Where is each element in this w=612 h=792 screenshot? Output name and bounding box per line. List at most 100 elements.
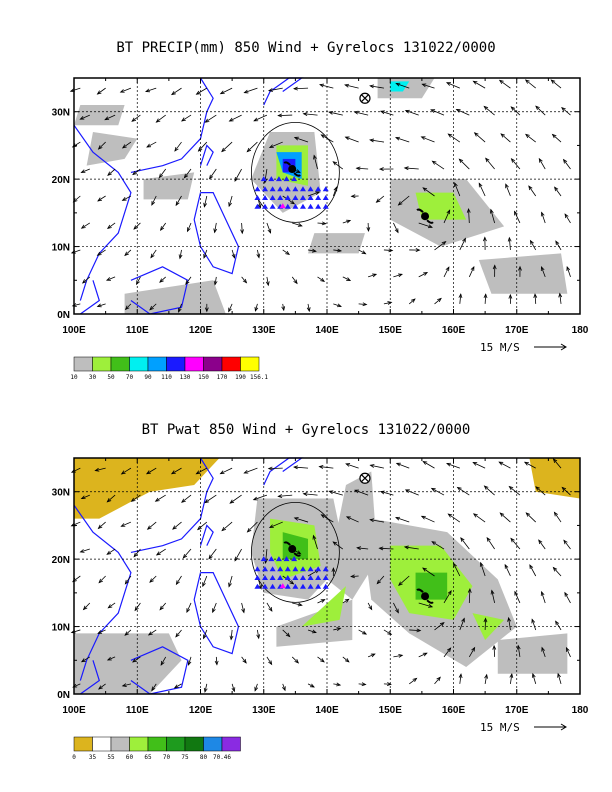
wind-arrowhead [289,580,295,585]
wind-vector [555,620,562,631]
wind-arrowhead [267,88,273,92]
lat-label: 0N [57,690,70,701]
wind-arrowhead [483,617,488,623]
wind-arrowhead [345,516,351,520]
wind-vector [383,249,393,251]
lon-label: 170E [505,325,529,336]
gyreloc-marker [262,566,269,572]
wind-arrowhead [320,599,326,603]
lon-label: 180 [572,705,589,716]
wind-vector [291,276,298,284]
wind-arrowhead [454,182,458,188]
wind-arrowhead [388,248,394,253]
wind-arrowhead [107,604,113,609]
wind-vector [345,136,359,143]
wind-vector [221,521,233,531]
wind-arrowhead [558,292,563,298]
lat-label: 20N [52,555,70,566]
wind-arrowhead [540,211,545,217]
wind-arrowhead [492,264,497,270]
wind-arrowhead [302,112,308,117]
wind-arrowhead [478,182,483,188]
wind-arrowhead [555,620,560,626]
wind-arrowhead [378,167,384,172]
wind-arrowhead [315,191,321,196]
wind-vector [499,512,511,523]
wind-vector [133,548,141,557]
wind-vector [266,656,273,665]
wind-vector [80,114,90,120]
wind-vector [294,137,309,143]
wind-arrowhead [170,470,176,475]
wind-arrowhead [120,470,126,475]
wind-vector [534,294,537,304]
wind-vector [268,87,283,92]
pwat-area-4 [327,471,378,600]
colorbar-swatch [147,736,167,752]
wind-arrowhead [344,136,350,141]
lon-label: 100E [62,325,86,336]
gyre-ring [250,121,340,223]
gyreloc-marker [254,583,261,589]
wind-arrowhead [472,80,478,85]
wind-vector [176,575,182,585]
wind-arrowhead [246,147,252,153]
wind-arrowhead [430,487,436,492]
lat-label: 30N [52,108,70,119]
wind-arrowhead [437,297,442,303]
wind-arrowhead [212,608,216,614]
pwat-area-core-2 [415,572,448,600]
wind-vector [356,167,369,170]
gyreloc-marker [322,583,329,589]
wind-vector [473,80,486,89]
wind-vector [508,617,511,631]
wind-arrowhead [96,90,102,95]
wind-arrowhead [395,462,401,467]
wind-arrowhead [404,109,410,114]
wind-arrowhead [80,658,86,663]
wind-vector [209,168,217,179]
circled-x-stroke [361,474,369,483]
wind-vector [319,466,334,469]
wind-arrowhead [518,265,522,271]
lon-label: 100E [62,705,86,716]
wind-vector [196,87,208,95]
wind-arrowhead [258,584,263,590]
wind-arrowhead [94,467,100,472]
wind-arrowhead [529,239,534,245]
gyreloc-marker-current [279,583,286,589]
wind-vector [107,222,116,229]
wind-arrowhead [483,293,488,299]
wind-vector [174,683,182,689]
wind-vector [229,494,242,504]
wind-vector [499,80,511,89]
coastline-2 [199,144,214,166]
lon-label: 110E [126,325,149,336]
pwat-area-dry-2 [529,458,580,499]
wind-vector [133,222,141,230]
wind-arrowhead [455,108,461,113]
wind-vector [81,494,90,500]
coastline-0 [73,124,132,301]
wind-vector [121,521,132,527]
wind-arrowhead [256,253,261,259]
wind-arrowhead [181,498,186,503]
wind-vector [370,85,384,89]
wind-arrowhead [253,117,259,122]
colorbar-swatch [240,356,260,372]
wind-vector [541,212,546,224]
wind-vector [380,110,394,116]
wind-arrowhead [500,133,506,138]
wind-vector [566,266,571,278]
wind-vector [421,136,435,143]
wind-arrowhead [563,539,568,545]
wind-vector [525,79,536,89]
wind-arrowhead [415,248,421,252]
wind-arrowhead [531,618,536,624]
wind-vector [422,567,435,577]
wind-vector [131,114,141,122]
wind-vector [98,521,106,529]
wind-arrowhead [509,673,514,679]
circled-x-stroke [361,94,369,103]
